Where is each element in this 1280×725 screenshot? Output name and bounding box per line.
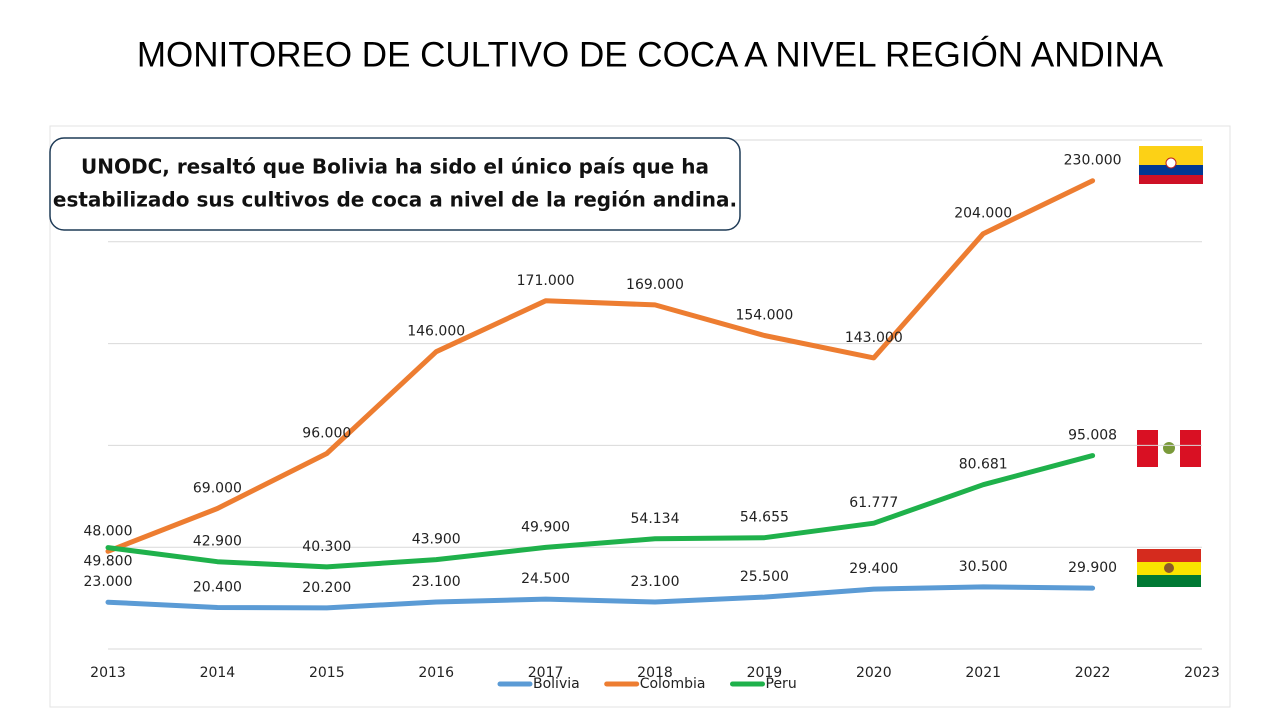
data-label: 23.100 [631, 574, 680, 590]
series-line [105, 453, 1096, 570]
data-label: 43.900 [412, 532, 461, 548]
flag-peru [1137, 430, 1201, 467]
data-label: 96.000 [302, 426, 351, 442]
x-tick-label: 2022 [1075, 665, 1111, 681]
chart-title: MONITOREO DE CULTIVO DE COCA A NIVEL REG… [137, 35, 1164, 74]
data-label: 49.900 [521, 519, 570, 535]
x-tick-label: 2014 [200, 665, 236, 681]
flag-bolivia [1137, 549, 1201, 587]
x-tick-label: 2019 [747, 665, 783, 681]
data-label: 169.000 [626, 277, 684, 293]
flag-colombia [1139, 146, 1203, 184]
data-label: 23.000 [84, 574, 133, 590]
data-label: 20.400 [193, 579, 242, 595]
data-label: 40.300 [302, 539, 351, 555]
legend-label: Bolivia [533, 676, 580, 692]
plot-area: 2013 2014 2015 2016 2017 2018 2019 2020 2021 2022… [84, 139, 1220, 692]
legend-label: Colombia [640, 676, 706, 692]
data-label: 146.000 [407, 324, 465, 340]
x-tick-label: 2023 [1184, 665, 1220, 681]
data-label: 69.000 [193, 481, 242, 497]
data-label: 25.500 [740, 569, 789, 585]
chart-frame [49, 125, 1231, 708]
data-label: 48.000 [84, 523, 133, 539]
data-label: 230.000 [1064, 153, 1122, 169]
flags [1137, 146, 1203, 587]
data-label: 30.500 [959, 559, 1008, 575]
data-label: 20.200 [302, 580, 351, 596]
data-label: 29.900 [1068, 560, 1117, 576]
data-label: 204.000 [954, 206, 1012, 222]
data-label: 42.900 [193, 534, 242, 550]
data-label: 23.100 [412, 574, 461, 590]
data-label: 171.000 [517, 273, 575, 289]
data-label: 61.777 [849, 495, 898, 511]
legend-label: Peru [766, 676, 797, 692]
annotation-box: UNODC, resaltó que Bolivia ha sido el ún… [49, 137, 741, 231]
x-tick-label: 2015 [309, 665, 345, 681]
data-label: 24.500 [521, 571, 570, 587]
x-tick-label: 2016 [418, 665, 454, 681]
data-label: 95.008 [1068, 428, 1117, 444]
x-tick-label: 2021 [965, 665, 1001, 681]
x-tick-label: 2013 [90, 665, 126, 681]
data-label: 29.400 [849, 561, 898, 577]
data-label: 154.000 [735, 307, 793, 323]
data-label: 80.681 [959, 457, 1008, 473]
annotation-line: estabilizado sus cultivos de coca a nive… [53, 188, 737, 212]
data-label: 54.134 [631, 511, 680, 527]
data-label: 49.800 [84, 554, 133, 570]
annotation-frame [49, 137, 741, 231]
series-line [105, 584, 1096, 611]
x-tick-label: 2020 [856, 665, 892, 681]
x-tick-label: 2018 [637, 665, 673, 681]
x-tick-label: 2017 [528, 665, 564, 681]
annotation-line: UNODC, resaltó que Bolivia ha sido el ún… [81, 155, 709, 179]
series-line [105, 178, 1096, 554]
data-label: 54.655 [740, 510, 789, 526]
data-label: 143.000 [845, 330, 903, 346]
